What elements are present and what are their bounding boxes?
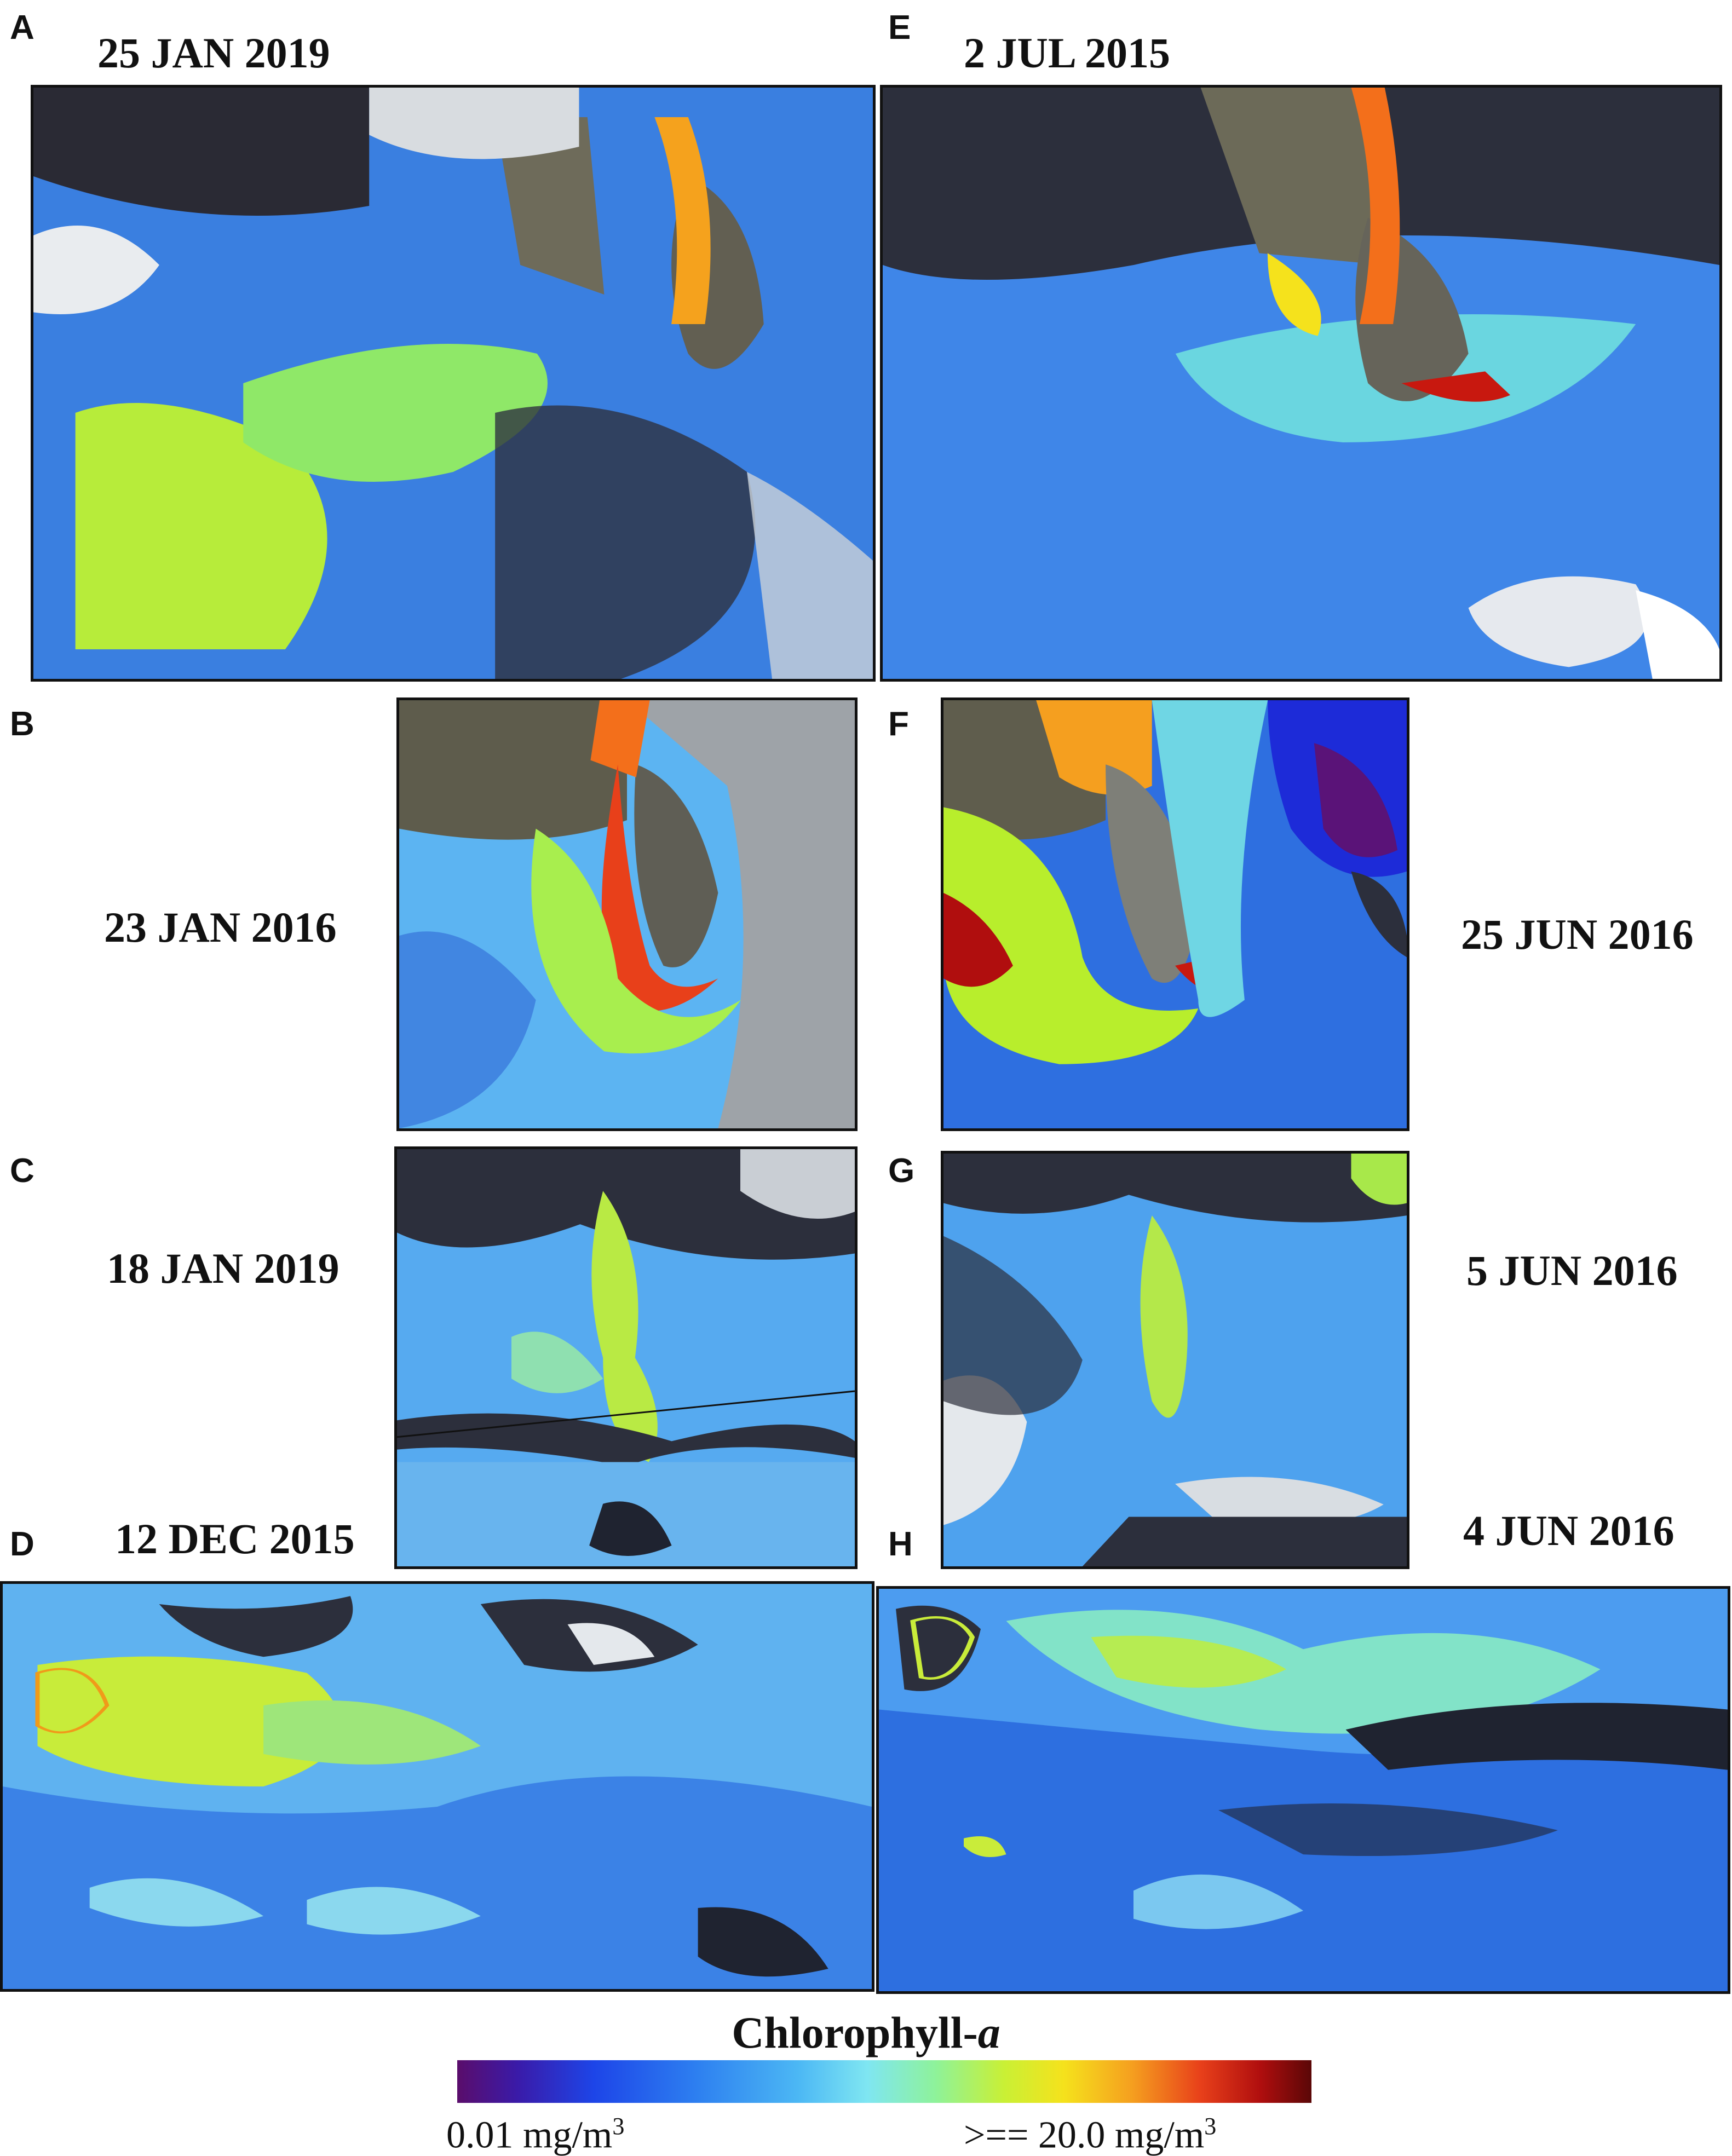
colorbar-max-label: >== 20.0 mg/m3 [964, 2114, 1216, 2154]
panel-label-f: F [888, 705, 909, 743]
satellite-image-f [941, 697, 1409, 1131]
satellite-image-b [396, 697, 858, 1131]
panel-date-b: 23 JAN 2016 [104, 903, 337, 951]
colorbar-max-text: >== 20.0 mg/m [964, 2114, 1205, 2156]
panel-label-c: C [10, 1152, 34, 1190]
panel-label-a: A [10, 9, 34, 47]
satellite-image-e [880, 85, 1722, 682]
colorbar-title-main: Chlorophyll- [732, 2008, 978, 2057]
colorbar-min-exponent: 3 [612, 2113, 625, 2140]
satellite-image-g [941, 1151, 1409, 1569]
colorbar-min-label: 0.01 mg/m3 [446, 2114, 624, 2154]
satellite-image-h [876, 1586, 1730, 1994]
panel-date-a: 25 JAN 2019 [97, 29, 330, 77]
satellite-image-c [394, 1146, 858, 1569]
panel-label-b: B [10, 705, 34, 743]
satellite-image-d [0, 1581, 874, 1992]
panel-label-d: D [10, 1525, 34, 1563]
panel-date-g: 5 JUN 2016 [1466, 1247, 1678, 1294]
panel-date-e: 2 JUL 2015 [964, 29, 1171, 77]
panel-date-c: 18 JAN 2019 [107, 1244, 340, 1292]
colorbar-title: Chlorophyll-a [0, 2010, 1732, 2055]
colorbar-title-italic: a [977, 2008, 1000, 2057]
satellite-image-a [31, 85, 876, 682]
panel-label-e: E [888, 9, 911, 47]
panel-date-d: 12 DEC 2015 [115, 1515, 355, 1563]
panel-label-g: G [888, 1152, 915, 1190]
panel-date-h: 4 JUN 2016 [1463, 1507, 1675, 1554]
colorbar-min-text: 0.01 mg/m [446, 2114, 613, 2156]
panel-label-h: H [888, 1525, 913, 1563]
chlorophyll-colorbar [457, 2060, 1311, 2103]
colorbar-max-exponent: 3 [1204, 2113, 1217, 2140]
panel-date-f: 25 JUN 2016 [1461, 910, 1694, 958]
